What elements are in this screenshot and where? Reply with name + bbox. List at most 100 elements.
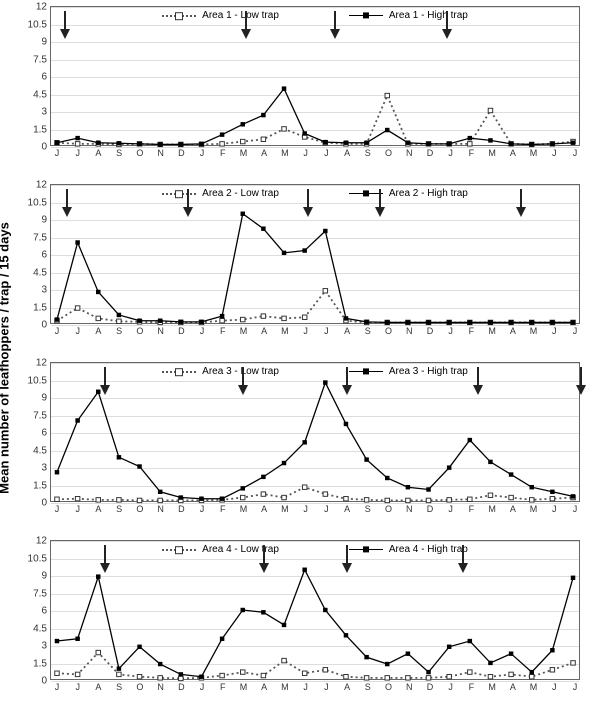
marker-high <box>158 662 162 666</box>
series-line-high <box>57 214 573 323</box>
y-tick-label: 4.5 <box>33 623 47 634</box>
marker-low <box>137 498 141 502</box>
marker-high <box>96 140 100 144</box>
marker-high <box>75 136 79 140</box>
marker-low <box>571 661 575 665</box>
x-tick-label: M <box>240 326 248 336</box>
marker-low <box>406 676 410 680</box>
y-tick-label: 9 <box>41 37 47 48</box>
y-tick-label: 12 <box>36 358 47 369</box>
y-tick-label: 12 <box>36 536 47 547</box>
marker-high <box>179 320 183 324</box>
series-line-low <box>57 96 573 145</box>
y-tick-label: 0 <box>41 676 47 687</box>
x-tick-label: A <box>344 326 350 336</box>
marker-low <box>323 492 327 496</box>
marker-low <box>550 668 554 672</box>
x-tick-label: S <box>365 504 371 514</box>
x-tick-label: F <box>220 148 226 158</box>
x-tick-label: M <box>530 682 538 692</box>
marker-high <box>406 320 410 324</box>
marker-high <box>179 142 183 146</box>
figure-container: Mean number of leafhoppers / trap / 15 d… <box>0 0 601 716</box>
marker-high <box>55 639 59 643</box>
x-tick-label: J <box>324 504 329 514</box>
x-tick-label: F <box>469 326 475 336</box>
marker-high <box>117 455 121 459</box>
marker-low <box>241 495 245 499</box>
marker-high <box>199 674 203 678</box>
marker-high <box>282 623 286 627</box>
marker-low <box>220 318 224 322</box>
x-tick-label: D <box>178 504 185 514</box>
marker-low <box>75 306 79 310</box>
marker-high <box>117 313 121 317</box>
marker-high <box>571 320 575 324</box>
grid-line <box>51 325 579 326</box>
marker-high <box>323 380 327 384</box>
x-tick-label: J <box>448 504 453 514</box>
x-tick-label: S <box>116 682 122 692</box>
marker-low <box>282 658 286 662</box>
marker-high <box>364 655 368 659</box>
x-tick-label: J <box>552 148 557 158</box>
marker-high <box>96 390 100 394</box>
x-tick-label: F <box>469 682 475 692</box>
marker-low <box>509 672 513 676</box>
y-tick-label: 10.5 <box>28 19 47 30</box>
marker-high <box>55 470 59 474</box>
marker-high <box>241 122 245 126</box>
marker-low <box>406 498 410 502</box>
marker-high <box>468 639 472 643</box>
marker-high <box>75 240 79 244</box>
marker-high <box>468 438 472 442</box>
x-tick-label: D <box>427 682 434 692</box>
marker-low <box>509 495 513 499</box>
x-tick-label: D <box>178 326 185 336</box>
marker-high <box>137 142 141 146</box>
grid-line <box>51 503 579 504</box>
chart-panel: 01.534.567.5910.512JJASONDJFMAMJJASONDJF… <box>50 540 580 700</box>
x-tick-label: F <box>469 148 475 158</box>
x-tick-label: J <box>75 682 80 692</box>
marker-high <box>282 251 286 255</box>
marker-low <box>241 670 245 674</box>
series-line-high <box>57 570 573 677</box>
x-tick-label: J <box>303 682 308 692</box>
marker-high <box>509 142 513 146</box>
marker-high <box>220 496 224 500</box>
x-tick-label: J <box>448 148 453 158</box>
marker-high <box>406 140 410 144</box>
marker-low <box>179 676 183 680</box>
x-tick-label: O <box>385 326 392 336</box>
x-tick-label: J <box>55 504 60 514</box>
marker-high <box>550 648 554 652</box>
marker-low <box>447 674 451 678</box>
x-tick-label: A <box>95 504 101 514</box>
x-tick-label: S <box>116 148 122 158</box>
x-tick-label: O <box>136 504 143 514</box>
marker-high <box>323 608 327 612</box>
series-line-low <box>57 487 573 500</box>
y-tick-label: 6 <box>41 428 47 439</box>
y-tick-label: 4.5 <box>33 445 47 456</box>
x-tick-label: J <box>303 148 308 158</box>
plot-area: 01.534.567.5910.512JJASONDJFMAMJJASONDJF… <box>50 362 580 502</box>
marker-high <box>529 485 533 489</box>
y-tick-label: 1.5 <box>33 302 47 313</box>
marker-high <box>385 662 389 666</box>
marker-low <box>364 498 368 502</box>
x-tick-label: O <box>136 682 143 692</box>
marker-high <box>261 610 265 614</box>
marker-low <box>385 498 389 502</box>
marker-high <box>261 226 265 230</box>
y-tick-label: 3 <box>41 107 47 118</box>
marker-high <box>55 317 59 321</box>
marker-high <box>75 418 79 422</box>
marker-high <box>220 314 224 318</box>
y-tick-label: 6 <box>41 250 47 261</box>
marker-low <box>55 497 59 501</box>
marker-high <box>241 486 245 490</box>
marker-high <box>344 633 348 637</box>
marker-low <box>323 289 327 293</box>
